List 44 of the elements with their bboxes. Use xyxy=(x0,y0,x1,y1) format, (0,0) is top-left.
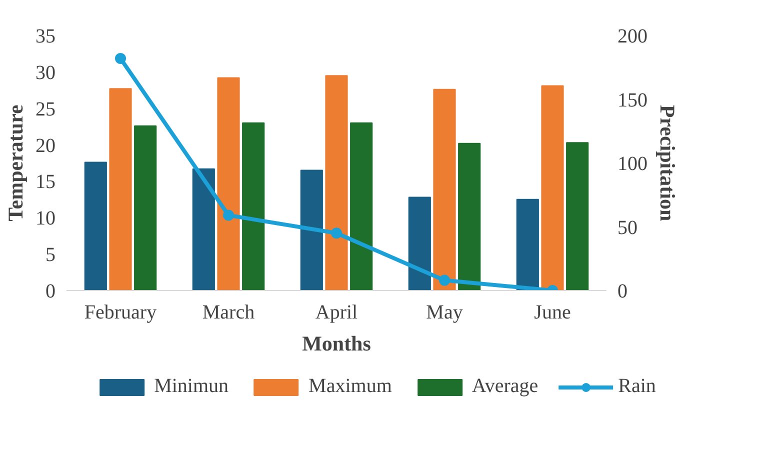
bar xyxy=(541,85,564,290)
y2-tick-label: 50 xyxy=(618,216,638,239)
x-tick-label: March xyxy=(202,302,255,324)
bar xyxy=(242,122,265,290)
y2-tick-label: 0 xyxy=(618,280,628,302)
bar xyxy=(458,142,481,290)
y-tick-label: 20 xyxy=(36,134,56,157)
y2-axis-title: Precipitation xyxy=(656,104,680,222)
bar xyxy=(134,125,157,290)
legend-label: Rain xyxy=(618,375,656,398)
legend-label: Average xyxy=(472,375,538,398)
point xyxy=(331,228,342,239)
point xyxy=(439,274,450,286)
bar xyxy=(325,75,348,290)
bar xyxy=(350,122,373,290)
y-tick-label: 10 xyxy=(36,208,56,230)
bar xyxy=(217,77,240,290)
bar xyxy=(109,88,132,290)
bar xyxy=(433,88,456,290)
x-tick-label: May xyxy=(426,302,463,324)
bar xyxy=(84,162,107,290)
legend-label: Maximum xyxy=(308,375,392,398)
y2-tick-label: 200 xyxy=(618,26,648,48)
point xyxy=(115,52,126,64)
bar xyxy=(566,142,589,290)
point xyxy=(223,210,234,221)
y-tick-label: 0 xyxy=(46,280,56,302)
y2-tick-label: 100 xyxy=(618,153,648,175)
x-tick-label: June xyxy=(534,302,571,324)
y-tick-label: 5 xyxy=(46,244,56,266)
bar xyxy=(300,170,323,290)
x-tick-label: February xyxy=(84,302,157,324)
y2-tick-label: 150 xyxy=(618,89,648,112)
bar xyxy=(192,168,215,290)
y-tick-label: 25 xyxy=(36,98,56,120)
x-axis-title: Months xyxy=(302,332,371,356)
y-axis-title: Temperature xyxy=(4,104,28,222)
y-tick-label: 15 xyxy=(36,171,56,194)
bar xyxy=(408,196,431,290)
legend-label: Minimun xyxy=(154,375,229,398)
x-tick-label: April xyxy=(315,302,358,324)
y-tick-label: 35 xyxy=(36,26,56,48)
bar xyxy=(516,198,539,290)
y-tick-label: 30 xyxy=(36,62,56,84)
